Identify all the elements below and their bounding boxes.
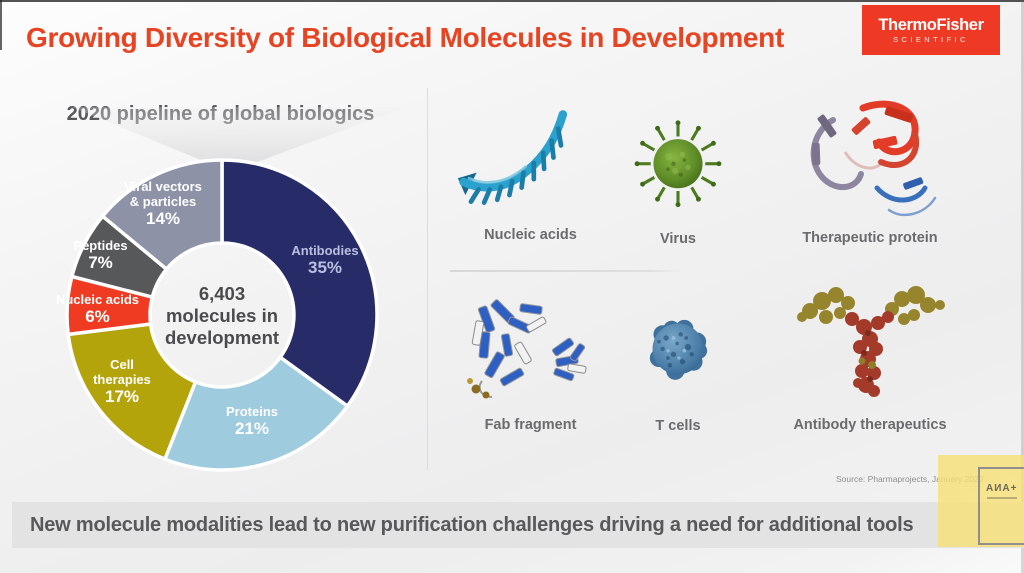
modality-therapeutic-protein: Therapeutic protein xyxy=(780,92,960,246)
nucleic-acids-icon xyxy=(457,110,567,205)
modality-label: Antibody therapeutics xyxy=(793,417,947,433)
modality-label: Therapeutic protein xyxy=(802,230,938,246)
logo-wordmark: ThermoFisher xyxy=(878,16,984,34)
modality-nucleic-acids: Nucleic acids xyxy=(448,103,613,243)
vertical-divider xyxy=(427,88,428,470)
donut-segment-5 xyxy=(100,158,224,271)
center-line-3: development xyxy=(164,327,280,349)
t-cells-icon xyxy=(649,319,708,380)
horizontal-divider xyxy=(450,270,683,272)
modality-label: Fab fragment xyxy=(484,417,577,433)
donut-segment-1 xyxy=(163,355,350,472)
funnel-shape xyxy=(72,107,406,172)
virus-icon xyxy=(633,118,723,209)
yellow-sticky-overlay: АИА+ xyxy=(938,455,1024,547)
source-note: Source: Pharmaprojects, January 2020 xyxy=(836,474,984,484)
watermark-frame xyxy=(978,467,1024,545)
center-line-2: molecules in xyxy=(165,305,279,327)
modality-fab-fragment: Fab fragment xyxy=(448,285,613,433)
total-count: 6,403 xyxy=(198,283,246,304)
modality-antibody-therapeutics: Antibody therapeutics xyxy=(775,275,965,433)
therapeutic-protein-icon xyxy=(810,100,937,217)
donut-segment-2 xyxy=(66,322,198,461)
frame-top-edge xyxy=(0,0,1024,2)
modality-label: Nucleic acids xyxy=(484,227,577,243)
logo-subtitle: SCIENTIFIC xyxy=(893,34,969,44)
frame-left-edge xyxy=(0,0,2,50)
donut-center-label: 6,403 molecules in development xyxy=(142,283,302,350)
modality-virus: Virus xyxy=(618,103,738,247)
modality-t-cells: T cells xyxy=(618,288,738,434)
modality-label: Virus xyxy=(659,231,696,247)
footer-banner: New molecule modalities lead to new puri… xyxy=(12,502,1024,548)
footer-banner-text: New molecule modalities lead to new puri… xyxy=(30,514,914,536)
watermark-text: АИА+ xyxy=(986,483,1018,494)
fab-fragment-icon xyxy=(466,299,587,399)
modality-label: T cells xyxy=(655,418,701,434)
donut-segment-0 xyxy=(220,158,379,408)
watermark-underline xyxy=(987,497,1017,499)
donut-chart xyxy=(65,107,406,472)
slide-title: Growing Diversity of Biological Molecule… xyxy=(26,22,785,53)
thermofisher-logo: ThermoFisher SCIENTIFIC xyxy=(862,5,1000,55)
antibody-therapeutics-icon xyxy=(797,286,945,397)
frame-right-edge xyxy=(1021,0,1024,573)
